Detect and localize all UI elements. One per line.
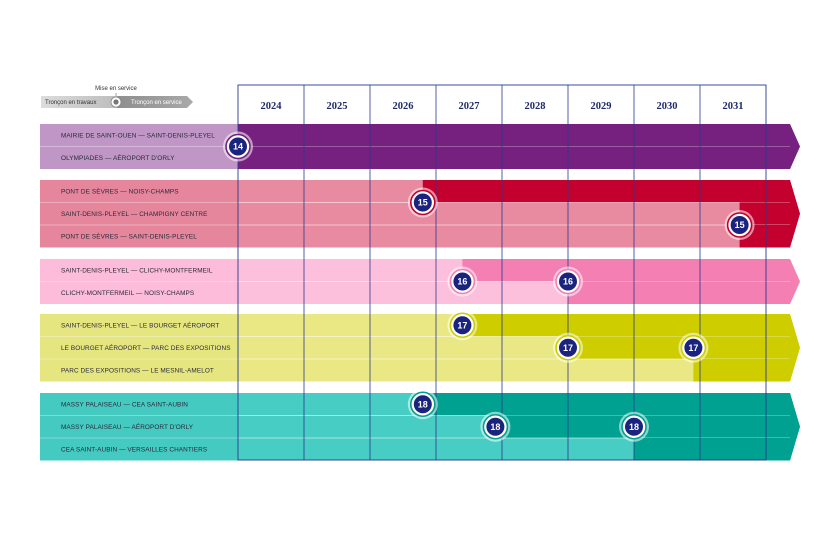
line-15-label-cell bbox=[40, 202, 238, 225]
legend-title: Mise en service bbox=[95, 86, 137, 92]
line-15-service-2 bbox=[739, 225, 797, 248]
badge-disc bbox=[730, 216, 749, 234]
line-15-label-cell bbox=[40, 225, 238, 248]
line-14-service-0 bbox=[238, 124, 800, 147]
badge-disc bbox=[625, 417, 643, 436]
line-17-badge: 17 bbox=[447, 310, 478, 341]
line-17-service-2 bbox=[693, 359, 797, 382]
badge-disc bbox=[559, 338, 577, 357]
year-label: 2026 bbox=[393, 101, 414, 112]
year-label: 2028 bbox=[525, 101, 546, 112]
segment-label: CLICHY-MONTFERMEIL — NOISY-CHAMPS bbox=[61, 290, 194, 297]
line-16-service-0 bbox=[462, 259, 800, 282]
badge-line-number: 16 bbox=[457, 277, 467, 287]
badge-line-number: 16 bbox=[563, 277, 573, 287]
badge-disc bbox=[453, 316, 472, 335]
year-label: 2025 bbox=[327, 101, 348, 112]
line-16-badge: 16 bbox=[447, 266, 478, 297]
line-18-badge: 18 bbox=[407, 389, 438, 420]
segment-label: MAIRIE DE SAINT-OUEN — SAINT-DENIS-PLEYE… bbox=[61, 133, 215, 140]
line-17-label-cell bbox=[40, 314, 238, 337]
legend-marker-dot bbox=[113, 99, 119, 105]
line-16-label-cell bbox=[40, 281, 238, 304]
year-label: 2030 bbox=[657, 101, 678, 112]
year-label: 2031 bbox=[723, 101, 744, 112]
year-label: 2027 bbox=[459, 101, 480, 112]
line-15-badge: 15 bbox=[724, 210, 755, 240]
badge-disc bbox=[684, 338, 703, 357]
segment-label: LE BOURGET AÉROPORT — PARC DES EXPOSITIO… bbox=[61, 343, 231, 352]
legend-service-label: Tronçon en service bbox=[131, 100, 182, 106]
line-16-label-cell bbox=[40, 259, 238, 282]
line-14-label-cell bbox=[40, 146, 238, 169]
badge-line-number: 15 bbox=[735, 220, 745, 230]
legend-works-label: Tronçon en travaux bbox=[45, 100, 96, 106]
line-18-label-cell bbox=[40, 438, 238, 461]
line-18-label-cell bbox=[40, 415, 238, 438]
line-15-label-cell bbox=[40, 180, 238, 203]
line-17-badge: 17 bbox=[678, 332, 709, 363]
badge-disc bbox=[413, 395, 432, 414]
badge-line-number: 17 bbox=[457, 320, 467, 330]
badge-disc bbox=[413, 193, 432, 212]
segment-label: OLYMPIADES — AÉROPORT D'ORLY bbox=[61, 153, 175, 162]
line-18-service-0 bbox=[422, 393, 797, 416]
timeline-bars bbox=[40, 124, 800, 461]
line-18-badge: 18 bbox=[619, 411, 649, 442]
line-17-badge: 17 bbox=[553, 332, 583, 363]
year-label: 2029 bbox=[591, 101, 612, 112]
segment-label: SAINT-DENIS-PLEYEL — CHAMPIGNY CENTRE bbox=[61, 211, 207, 218]
line-16-service-1 bbox=[568, 281, 800, 304]
badge-line-number: 17 bbox=[563, 343, 573, 353]
segment-labels: MAIRIE DE SAINT-OUEN — SAINT-DENIS-PLEYE… bbox=[61, 133, 231, 454]
badge-line-number: 18 bbox=[490, 422, 500, 432]
segment-label: PONT DE SÈVRES — NOISY-CHAMPS bbox=[61, 187, 179, 196]
badge-disc bbox=[229, 137, 247, 156]
line-15-service-1 bbox=[739, 202, 800, 225]
milestone-badges: 14 15 15 16 16 17 17 17 18 18 18 bbox=[223, 131, 755, 442]
line-18-service-2 bbox=[634, 438, 797, 461]
line-15-badge: 15 bbox=[407, 187, 438, 218]
line-14-badge: 14 bbox=[223, 131, 253, 162]
segment-label: SAINT-DENIS-PLEYEL — CLICHY-MONTFERMEIL bbox=[61, 268, 213, 275]
segment-label: MASSY PALAISEAU — AÉROPORT D'ORLY bbox=[61, 422, 194, 431]
line-15-service-0 bbox=[422, 180, 797, 203]
badge-line-number: 18 bbox=[418, 399, 428, 409]
line-14-service-1 bbox=[238, 146, 800, 169]
badge-disc bbox=[486, 417, 505, 436]
badge-line-number: 17 bbox=[688, 343, 698, 353]
badge-line-number: 15 bbox=[418, 198, 428, 208]
year-label: 2024 bbox=[261, 101, 283, 112]
badge-disc bbox=[559, 272, 577, 291]
legend: Mise en service Tronçon en travaux Tronç… bbox=[41, 86, 193, 108]
badge-disc bbox=[453, 272, 472, 291]
segment-label: CEA SAINT-AUBIN — VERSAILLES CHANTIERS bbox=[61, 447, 207, 454]
segment-label: PARC DES EXPOSITIONS — LE MESNIL-AMELOT bbox=[61, 368, 214, 375]
line-18-label-cell bbox=[40, 393, 238, 416]
line-17-label-cell bbox=[40, 359, 238, 382]
line-16-badge: 16 bbox=[553, 266, 583, 297]
segment-label: PONT DE SÈVRES — SAINT-DENIS-PLEYEL bbox=[61, 232, 197, 241]
segment-label: SAINT-DENIS-PLEYEL — LE BOURGET AÉROPORT bbox=[61, 321, 219, 330]
segment-label: MASSY PALAISEAU — CEA SAINT-AUBIN bbox=[61, 402, 188, 409]
line-17-label-cell bbox=[40, 336, 238, 359]
line-14-label-cell bbox=[40, 124, 238, 147]
badge-line-number: 18 bbox=[629, 422, 639, 432]
line-18-badge: 18 bbox=[480, 411, 511, 442]
line-17-service-0 bbox=[462, 314, 797, 337]
badge-line-number: 14 bbox=[233, 142, 243, 152]
line-18-service-1 bbox=[502, 415, 800, 438]
